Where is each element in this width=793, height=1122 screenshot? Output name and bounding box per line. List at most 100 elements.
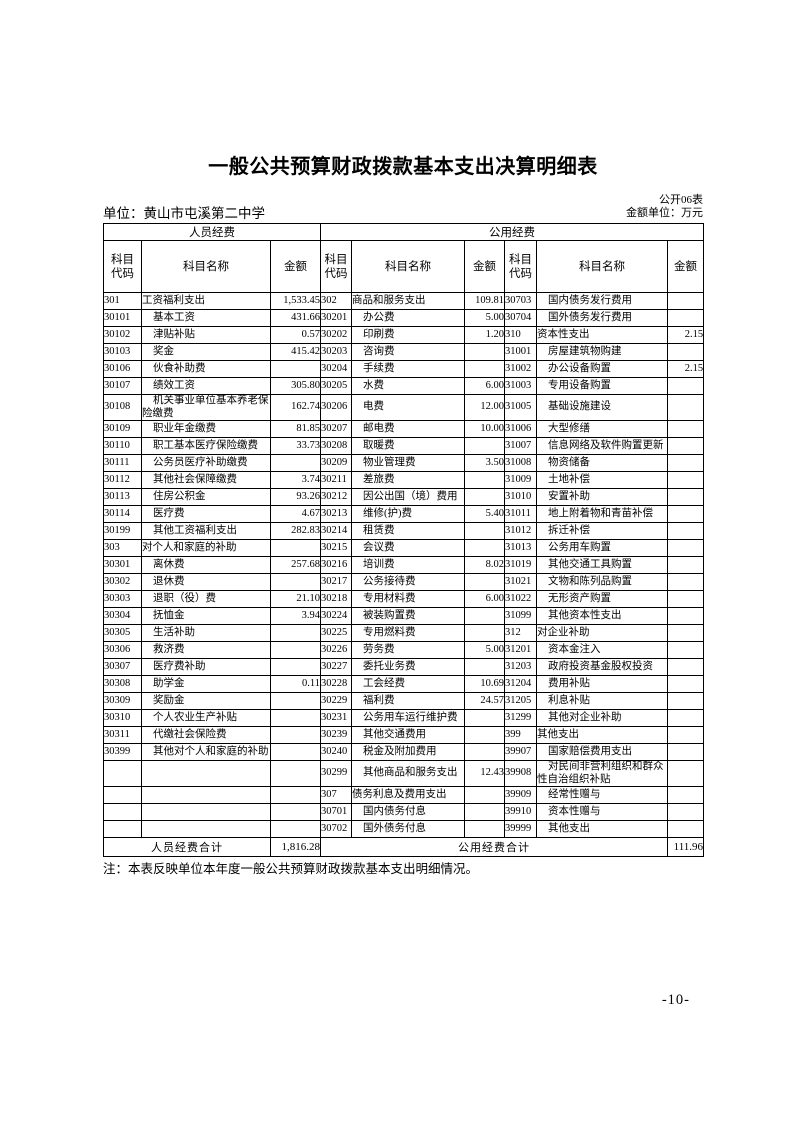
table-row: 303 对个人和家庭的补助 30215 会议费 31013 公务用车购置 bbox=[103, 539, 705, 557]
subject-name-cell: 水费 bbox=[351, 377, 466, 395]
subject-code-cell: 30306 bbox=[103, 641, 142, 659]
amount-cell bbox=[269, 641, 322, 659]
subject-name-cell: 公务用车购置 bbox=[536, 539, 669, 557]
subject-name-cell: 会议费 bbox=[351, 539, 466, 557]
subject-code-cell: 301 bbox=[103, 292, 142, 310]
amount-cell bbox=[667, 786, 705, 804]
page-title: 一般公共预算财政拨款基本支出决算明细表 bbox=[208, 156, 598, 178]
subject-name-cell: 印刷费 bbox=[351, 326, 466, 344]
subject-code-cell: 30217 bbox=[320, 573, 353, 591]
col-header-subject-name-2: 科目名称 bbox=[351, 240, 466, 293]
amount-cell bbox=[269, 786, 322, 804]
table-row: 30102 津贴补贴 0.57 30202 印刷费 1.20 310 资本性支出 2.15 bbox=[103, 326, 705, 344]
amount-cell: 12.43 bbox=[464, 760, 506, 787]
col-header-amount-3: 金额 bbox=[667, 240, 705, 293]
expenditure-detail-table: 人员经费 公用经费 科目 代码 科目名称 金额 科目 代码 科目名称 金额 科目… bbox=[102, 223, 705, 857]
subject-name-cell: 地上附着物和青苗补偿 bbox=[536, 505, 669, 523]
table-row: 30310 个人农业生产补贴 30231 公务用车运行维护费 31299 其他对企业补助 bbox=[103, 709, 705, 727]
amount-cell bbox=[464, 437, 506, 455]
subject-code-cell: 30701 bbox=[320, 803, 353, 821]
amount-cell bbox=[667, 743, 705, 761]
amount-cell: 0.57 bbox=[269, 326, 322, 344]
amount-cell bbox=[667, 505, 705, 523]
subject-name-cell: 基础设施建设 bbox=[536, 394, 669, 421]
subject-name-cell: 信息网络及软件购置更新 bbox=[536, 437, 669, 455]
subject-name-cell: 无形资产购置 bbox=[536, 590, 669, 608]
subject-name-cell: 伙食补助费 bbox=[141, 360, 271, 378]
amount-cell: 6.00 bbox=[464, 590, 506, 608]
table-row: 30109 职业年金缴费 81.85 30207 邮电费 10.00 31006 大型修缮 bbox=[103, 420, 705, 438]
subject-name-cell: 公务用车运行维护费 bbox=[351, 709, 466, 727]
subject-code-cell: 30218 bbox=[320, 590, 353, 608]
subject-name-cell: 物业管理费 bbox=[351, 454, 466, 472]
amount-cell bbox=[667, 394, 705, 421]
subject-code-cell: 39910 bbox=[504, 803, 538, 821]
amount-cell bbox=[269, 360, 322, 378]
amount-cell bbox=[464, 607, 506, 625]
table-row: 30306 救济费 30226 劳务费 5.00 31201 资本金注入 bbox=[103, 641, 705, 659]
col-header-amount-1: 金额 bbox=[269, 240, 322, 293]
amount-cell bbox=[269, 624, 322, 642]
col-header-subject-code-1: 科目 代码 bbox=[103, 240, 142, 293]
amount-cell: 5.00 bbox=[464, 309, 506, 327]
subject-name-cell: 国家赔偿费用支出 bbox=[536, 743, 669, 761]
amount-cell bbox=[667, 471, 705, 489]
subject-code-cell: 30204 bbox=[320, 360, 353, 378]
amount-cell bbox=[667, 437, 705, 455]
subject-name-cell: 维修(护)费 bbox=[351, 505, 466, 523]
subject-code-cell: 31007 bbox=[504, 437, 538, 455]
subject-code-cell: 30229 bbox=[320, 692, 353, 710]
subject-code-cell: 30209 bbox=[320, 454, 353, 472]
amount-cell bbox=[269, 760, 322, 787]
col-header-subject-name-1: 科目名称 bbox=[141, 240, 271, 293]
amount-cell bbox=[667, 522, 705, 540]
subject-code-cell: 31019 bbox=[504, 556, 538, 574]
subject-name-cell: 奖金 bbox=[141, 343, 271, 361]
subject-code-cell: 30214 bbox=[320, 522, 353, 540]
subject-code-cell: 307 bbox=[320, 786, 353, 804]
amount-cell bbox=[464, 360, 506, 378]
subject-name-cell: 国外债务发行费用 bbox=[536, 309, 669, 327]
subject-name-cell: 政府投资基金股权投资 bbox=[536, 658, 669, 676]
amount-cell bbox=[464, 624, 506, 642]
subject-name-cell bbox=[141, 760, 271, 787]
table-row: 30113 住房公积金 93.26 30212 因公出国（境）费用 31010 安置补助 bbox=[103, 488, 705, 506]
table-row: 30106 伙食补助费 30204 手续费 31002 办公设备购置 2.15 bbox=[103, 360, 705, 378]
amount-cell bbox=[464, 658, 506, 676]
amount-cell bbox=[667, 820, 705, 838]
amount-cell bbox=[464, 488, 506, 506]
subject-code-cell: 30102 bbox=[103, 326, 142, 344]
subject-code-cell: 30111 bbox=[103, 454, 142, 472]
amount-cell bbox=[464, 803, 506, 821]
amount-unit-label: 金额单位：万元 bbox=[626, 207, 703, 219]
table-body: 301 工资福利支出 1,533.45 302 商品和服务支出 109.81 30703 国内… bbox=[103, 292, 705, 838]
subject-code-cell: 30202 bbox=[320, 326, 353, 344]
subject-name-cell: 其他对企业补助 bbox=[536, 709, 669, 727]
amount-cell bbox=[667, 709, 705, 727]
subject-name-cell: 国外债务付息 bbox=[351, 820, 466, 838]
subject-name-cell: 委托业务费 bbox=[351, 658, 466, 676]
subject-name-cell: 经常性赠与 bbox=[536, 786, 669, 804]
subject-code-cell: 30239 bbox=[320, 726, 353, 744]
subject-name-cell: 房屋建筑物购建 bbox=[536, 343, 669, 361]
subject-code-cell: 30225 bbox=[320, 624, 353, 642]
table-row: 30303 退职（役）费 21.10 30218 专用材料费 6.00 31022 无形资产购… bbox=[103, 590, 705, 608]
subject-name-cell: 债务利息及费用支出 bbox=[351, 786, 466, 804]
subject-name-cell: 手续费 bbox=[351, 360, 466, 378]
subject-name-cell: 大型修缮 bbox=[536, 420, 669, 438]
table-row: 30101 基本工资 431.66 30201 办公费 5.00 30704 国外债务发行费用 bbox=[103, 309, 705, 327]
subject-name-cell: 费用补贴 bbox=[536, 675, 669, 693]
subject-name-cell: 助学金 bbox=[141, 675, 271, 693]
subject-name-cell: 机关事业单位基本养老保险缴费 bbox=[141, 394, 271, 421]
amount-cell bbox=[269, 454, 322, 472]
table-row: 30301 离休费 257.68 30216 培训费 8.02 31019 其他交通工具购置 bbox=[103, 556, 705, 574]
subject-code-cell: 30203 bbox=[320, 343, 353, 361]
subject-name-cell: 公务员医疗补助缴费 bbox=[141, 454, 271, 472]
amount-cell: 109.81 bbox=[464, 292, 506, 310]
subject-name-cell: 其他资本性支出 bbox=[536, 607, 669, 625]
subject-code-cell: 30303 bbox=[103, 590, 142, 608]
subject-code-cell: 30311 bbox=[103, 726, 142, 744]
amount-cell bbox=[667, 539, 705, 557]
subject-code-cell: 31203 bbox=[504, 658, 538, 676]
subject-code-cell: 30704 bbox=[504, 309, 538, 327]
